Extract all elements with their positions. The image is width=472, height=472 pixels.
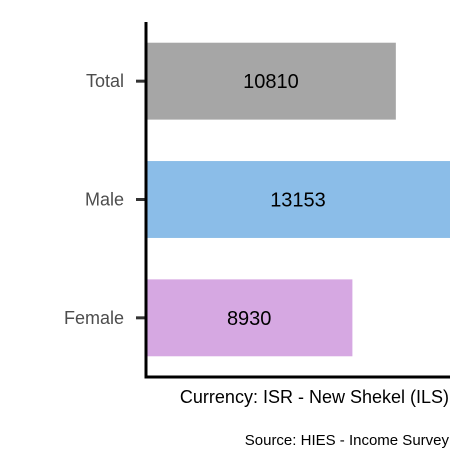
source-caption: Source: HIES - Income Survey (245, 432, 450, 449)
bar-male (146, 161, 450, 238)
bar-female (146, 279, 353, 357)
x-axis-title: Currency: ISR - New Shekel (ILS) (180, 387, 449, 407)
y-tick-label-female: Female (64, 308, 124, 328)
bar-labels-group: 10810 13153 8930 (227, 71, 326, 330)
y-tick-label-male: Male (85, 190, 124, 210)
bar-value-label-total: 10810 (243, 71, 299, 93)
bar-value-label-female: 8930 (227, 308, 272, 330)
bar-total (146, 42, 396, 120)
bars-group (146, 42, 450, 357)
y-tick-label-total: Total (86, 71, 124, 91)
bar-value-label-male: 13153 (270, 190, 326, 212)
y-axis-ticks: Total Male Female (64, 71, 146, 328)
